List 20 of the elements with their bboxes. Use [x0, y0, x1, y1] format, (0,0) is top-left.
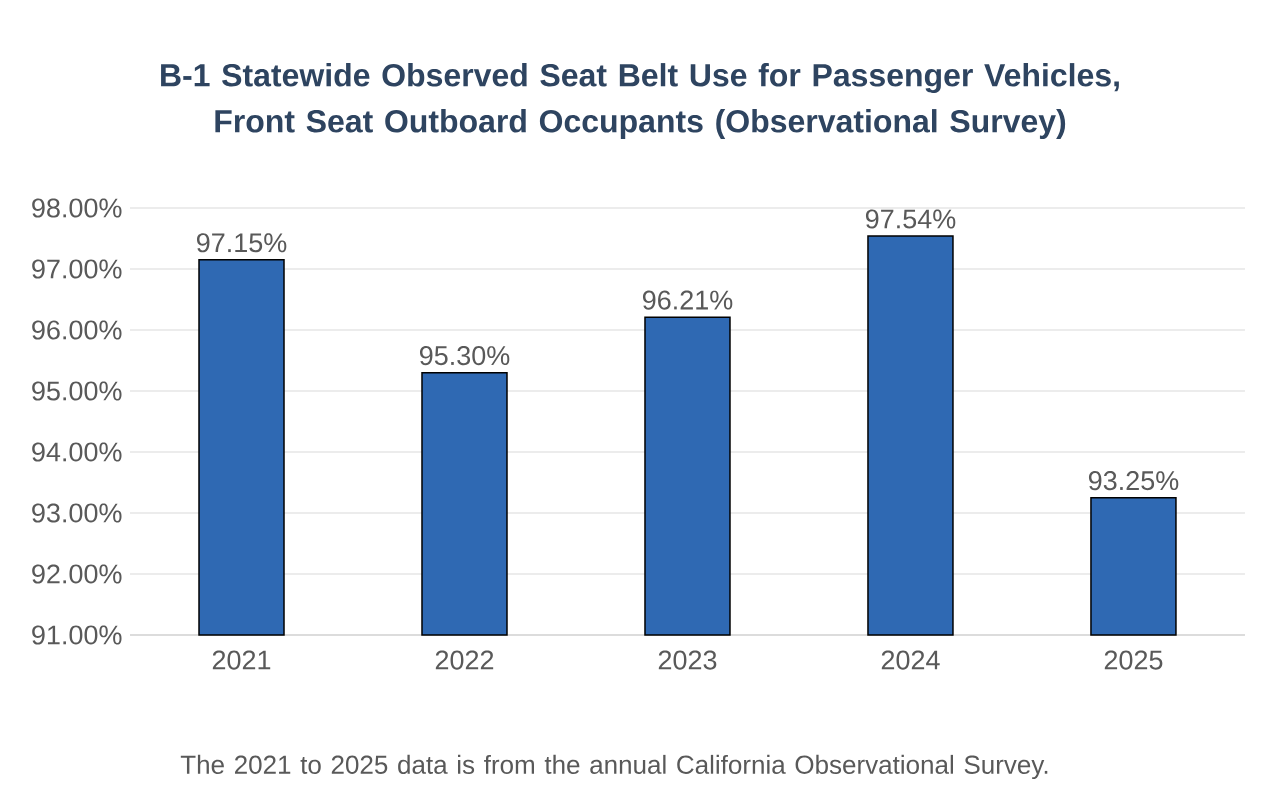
y-tick-label: 91.00%	[32, 625, 122, 645]
x-tick-label: 2023	[658, 650, 717, 670]
y-tick-label: 96.00%	[32, 320, 122, 340]
y-tick-label: 97.00%	[32, 259, 122, 279]
y-tick-label: 98.00%	[32, 198, 122, 218]
x-tick-label: 2025	[1104, 650, 1163, 670]
x-tick-label: 2022	[435, 650, 494, 670]
data-label: 95.30%	[419, 346, 510, 366]
y-tick-label: 92.00%	[32, 564, 122, 584]
y-tick-label: 94.00%	[32, 442, 122, 462]
text: The 2021 to 2025 data is from the annual California Observational Survey.	[180, 754, 1048, 780]
data-label: 93.25%	[1088, 471, 1179, 491]
y-tick-label: 93.00%	[32, 503, 122, 523]
data-label: 96.21%	[642, 290, 733, 310]
y-tick-label: 95.00%	[32, 381, 122, 401]
data-label: 97.15%	[196, 233, 287, 253]
x-tick-label: 2021	[212, 650, 271, 670]
data-label: 97.54%	[865, 209, 956, 229]
x-tick-label: 2024	[881, 650, 940, 670]
chart-title: B-1 Statewide Observed Seat Belt Use for Passenger Vehicles, Front Seat Outboard Occupants (Observational Survey)	[161, 63, 1119, 139]
